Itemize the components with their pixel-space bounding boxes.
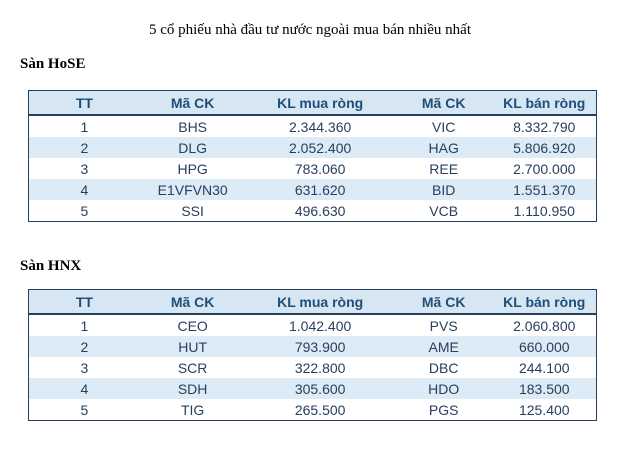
column-header: Mã CK	[139, 289, 246, 315]
column-header: KL mua ròng	[245, 90, 395, 116]
sell-ticker-cell: VIC	[432, 118, 456, 135]
table-row: 3 HPG 783.060 REE 2.700.000	[29, 158, 597, 179]
net-sell-volume-cell: 2.700.000	[513, 160, 576, 177]
buy-ticker-cell: DLG	[178, 139, 208, 156]
sell-ticker-cell: BID	[432, 181, 456, 198]
sell-ticker-cell: DBC	[428, 359, 459, 376]
buy-ticker-cell: TIG	[180, 401, 205, 418]
buy-ticker-cell: SCR	[177, 359, 208, 376]
table-row: 2 DLG 2.052.400 HAG 5.806.920	[28, 137, 597, 158]
net-sell-volume-cell: 183.500	[518, 380, 570, 397]
section-heading-hnx: Sàn HNX	[20, 258, 82, 274]
page-title: 5 cổ phiếu nhà đầu tư nước ngoài mua bán…	[148, 22, 472, 38]
net-buy-volume-cell: 305.600	[294, 380, 346, 397]
buy-ticker-cell: HPG	[177, 160, 208, 177]
buy-ticker-cell: CEO	[177, 317, 208, 334]
table-row: 4 SDH 305.600 HDO 183.500	[28, 378, 597, 399]
table-row: 5 SSI 496.630 VCB 1.110.950	[29, 200, 597, 222]
hnx-table: TT Mã CK KL mua ròng Mã CK KL bán ròng 1 CEO 1.…	[28, 289, 597, 421]
header-row: TT Mã CK KL mua ròng Mã CK KL bán ròng	[28, 90, 597, 116]
buy-ticker-cell: HUT	[178, 338, 208, 355]
net-sell-volume-cell: 2.060.800	[513, 317, 576, 334]
net-buy-volume-cell: 2.052.400	[288, 139, 352, 156]
table-row: 4 E1VFVN30 631.620 BID 1.551.370	[28, 179, 597, 200]
rank-cell: 5	[80, 202, 89, 219]
sell-ticker-cell: HAG	[428, 139, 459, 156]
net-buy-volume-cell: 631.620	[294, 181, 346, 198]
table-row: 1 BHS 2.344.360 VIC 8.332.790	[29, 115, 597, 137]
rank-cell: 4	[80, 380, 89, 397]
column-header: TT	[28, 90, 140, 116]
net-sell-volume-cell: 125.400	[518, 401, 570, 418]
rank-cell: 1	[80, 317, 89, 334]
buy-ticker-cell: SDH	[177, 380, 208, 397]
table-row: 1 CEO 1.042.400 PVS 2.060.800	[29, 314, 597, 336]
rank-cell: 5	[80, 401, 89, 418]
rank-cell: 2	[80, 338, 89, 355]
column-header: Mã CK	[394, 90, 493, 116]
section-heading-hose: Sàn HoSE	[20, 56, 86, 72]
net-buy-volume-cell: 2.344.360	[288, 118, 352, 135]
hose-section: Sàn HoSE TT Mã CK KL mua ròng Mã CK KL bán r…	[0, 56, 620, 222]
sell-ticker-cell: VCB	[429, 202, 459, 219]
sell-ticker-cell: AME	[428, 338, 459, 355]
table-row: 3 SCR 322.800 DBC 244.100	[29, 357, 597, 378]
rank-cell: 3	[80, 359, 89, 376]
net-buy-volume-cell: 783.060	[294, 160, 346, 177]
sell-ticker-cell: PGS	[428, 401, 459, 418]
net-sell-volume-cell: 244.100	[518, 359, 570, 376]
rank-cell: 3	[80, 160, 89, 177]
net-sell-volume-cell: 660.000	[518, 338, 570, 355]
net-buy-volume-cell: 793.900	[294, 338, 346, 355]
column-header: KL bán ròng	[492, 90, 597, 116]
hnx-section: Sàn HNX TT Mã CK KL mua ròng Mã CK KL bán rò…	[0, 258, 620, 421]
sell-ticker-cell: HDO	[428, 380, 460, 397]
rank-cell: 2	[80, 139, 89, 156]
net-buy-volume-cell: 322.800	[294, 359, 346, 376]
column-header: TT	[28, 289, 140, 315]
hose-table: TT Mã CK KL mua ròng Mã CK KL bán ròng 1 BHS 2.…	[28, 90, 597, 222]
net-sell-volume-cell: 1.110.950	[513, 202, 575, 219]
buy-ticker-cell: E1VFVN30	[157, 181, 228, 198]
sell-ticker-cell: PVS	[429, 317, 458, 334]
sell-ticker-cell: REE	[429, 160, 459, 177]
net-buy-volume-cell: 496.630	[294, 202, 346, 219]
column-header: KL bán ròng	[492, 289, 597, 315]
net-sell-volume-cell: 1.551.370	[513, 181, 576, 198]
column-header: Mã CK	[394, 289, 493, 315]
net-sell-volume-cell: 5.806.920	[513, 139, 576, 156]
net-sell-volume-cell: 8.332.790	[513, 118, 576, 135]
buy-ticker-cell: SSI	[181, 202, 204, 219]
column-header: KL mua ròng	[245, 289, 395, 315]
header-row: TT Mã CK KL mua ròng Mã CK KL bán ròng	[28, 289, 597, 315]
net-buy-volume-cell: 265.500	[294, 401, 346, 418]
rank-cell: 1	[80, 118, 89, 135]
net-buy-volume-cell: 1.042.400	[288, 317, 352, 334]
table-row: 2 HUT 793.900 AME 660.000	[28, 336, 597, 357]
rank-cell: 4	[80, 181, 89, 198]
buy-ticker-cell: BHS	[178, 118, 208, 135]
column-header: Mã CK	[139, 90, 246, 116]
table-row: 5 TIG 265.500 PGS 125.400	[29, 399, 597, 421]
